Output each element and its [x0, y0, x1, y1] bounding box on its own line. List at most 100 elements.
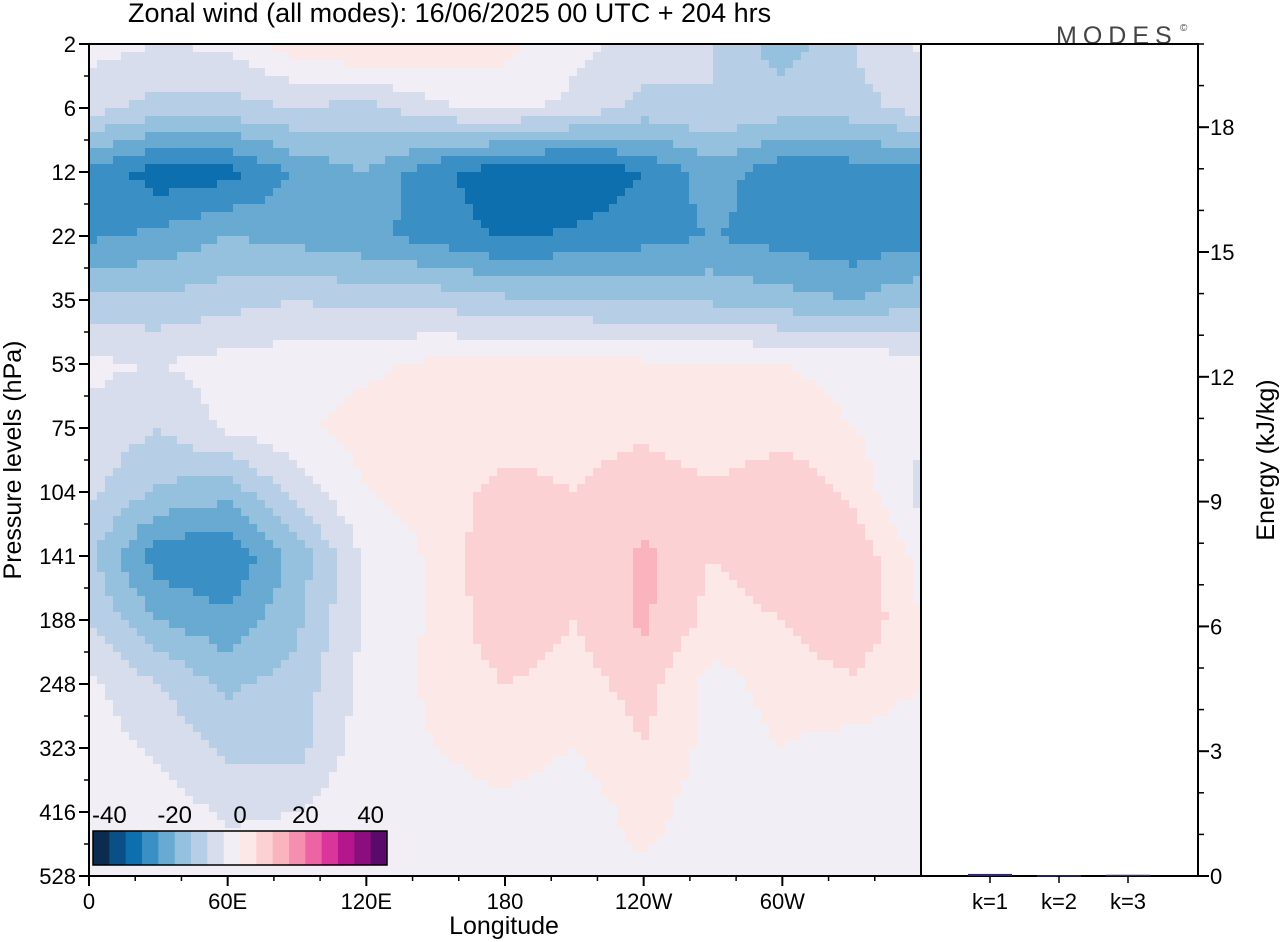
- heatmap-cell: [169, 412, 178, 421]
- heatmap-cell: [849, 324, 858, 333]
- heatmap-cell: [569, 332, 578, 341]
- heatmap-cell: [505, 372, 514, 381]
- heatmap-cell: [657, 124, 666, 133]
- heatmap-cell: [273, 372, 282, 381]
- heatmap-cell: [337, 172, 346, 181]
- heatmap-cell: [193, 92, 202, 101]
- heatmap-cell: [209, 140, 218, 149]
- heatmap-cell: [425, 292, 434, 301]
- heatmap-cell: [785, 92, 794, 101]
- heatmap-cell: [585, 44, 594, 53]
- heatmap-cell: [849, 356, 858, 365]
- heatmap-cell: [265, 340, 274, 349]
- heatmap-cell: [457, 140, 466, 149]
- heatmap-cell: [185, 44, 194, 53]
- heatmap-cell: [177, 412, 186, 421]
- heatmap-cell: [633, 204, 642, 213]
- heatmap-cell: [265, 196, 274, 205]
- heatmap-cell: [217, 348, 226, 357]
- heatmap-cell: [737, 252, 746, 261]
- heatmap-cell: [297, 316, 306, 325]
- heatmap-cell: [385, 412, 394, 421]
- heatmap-cell: [665, 268, 674, 277]
- heatmap-cell: [601, 188, 610, 197]
- heatmap-cell: [441, 156, 450, 165]
- heatmap-cell: [457, 172, 466, 181]
- heatmap-cell: [633, 412, 642, 421]
- heatmap-cell: [473, 220, 482, 229]
- heatmap-cell: [817, 308, 826, 317]
- heatmap-cell: [713, 188, 722, 197]
- heatmap-cell: [233, 68, 242, 77]
- heatmap-cell: [153, 420, 162, 429]
- heatmap-cell: [313, 140, 322, 149]
- heatmap-cell: [713, 308, 722, 317]
- heatmap-cell: [881, 220, 890, 229]
- heatmap-cell: [633, 380, 642, 389]
- heatmap-cell: [273, 356, 282, 365]
- heatmap-cell: [449, 244, 458, 253]
- heatmap-cell: [601, 220, 610, 229]
- heatmap-cell: [529, 420, 538, 429]
- heatmap-cell: [169, 308, 178, 317]
- heatmap-cell: [633, 68, 642, 77]
- heatmap-cell: [449, 140, 458, 149]
- heatmap-cell: [753, 180, 762, 189]
- heatmap-cell: [345, 372, 354, 381]
- heatmap-cell: [113, 308, 122, 317]
- heatmap-cell: [673, 92, 682, 101]
- heatmap-cell: [241, 68, 250, 77]
- heatmap-cell: [305, 308, 314, 317]
- heatmap-cell: [761, 124, 770, 133]
- heatmap-cell: [385, 252, 394, 261]
- heatmap-cell: [801, 340, 810, 349]
- heatmap-cell: [369, 252, 378, 261]
- heatmap-cell: [289, 284, 298, 293]
- heatmap-cell: [481, 44, 490, 53]
- heatmap-cell: [737, 204, 746, 213]
- heatmap-cell: [465, 76, 474, 85]
- heatmap-cell: [833, 164, 842, 173]
- heatmap-cell: [505, 212, 514, 221]
- heatmap-cell: [361, 140, 370, 149]
- heatmap-cell: [321, 276, 330, 285]
- heatmap-cell: [537, 76, 546, 85]
- heatmap-cell: [193, 108, 202, 117]
- heatmap-cell: [641, 324, 650, 333]
- heatmap-cell: [417, 52, 426, 61]
- heatmap-cell: [545, 60, 554, 69]
- heatmap-cell: [425, 412, 434, 421]
- heatmap-cell: [193, 276, 202, 285]
- heatmap-cell: [289, 324, 298, 333]
- heatmap-cell: [321, 324, 330, 333]
- heatmap-cell: [705, 252, 714, 261]
- heatmap-cell: [785, 332, 794, 341]
- heatmap-cell: [521, 220, 530, 229]
- heatmap-cell: [217, 340, 226, 349]
- heatmap-cell: [713, 276, 722, 285]
- heatmap-cell: [609, 148, 618, 157]
- heatmap-cell: [705, 292, 714, 301]
- heatmap-cell: [609, 292, 618, 301]
- heatmap-cell: [265, 212, 274, 221]
- heatmap-cell: [857, 324, 866, 333]
- heatmap-cell: [545, 100, 554, 109]
- heatmap-cell: [497, 404, 506, 413]
- heatmap-cell: [377, 84, 386, 93]
- heatmap-cell: [633, 260, 642, 269]
- heatmap-cell: [369, 364, 378, 373]
- heatmap-cell: [409, 164, 418, 173]
- heatmap-cell: [505, 260, 514, 269]
- heatmap-cell: [433, 204, 442, 213]
- heatmap-cell: [129, 244, 138, 253]
- heatmap-cell: [785, 172, 794, 181]
- heatmap-cell: [569, 340, 578, 349]
- heatmap-cell: [745, 380, 754, 389]
- heatmap-cell: [401, 292, 410, 301]
- heatmap-cell: [737, 228, 746, 237]
- heatmap-cell: [393, 396, 402, 405]
- heatmap-cell: [689, 220, 698, 229]
- heatmap-cell: [313, 172, 322, 181]
- heatmap-cell: [377, 348, 386, 357]
- heatmap-cell: [793, 156, 802, 165]
